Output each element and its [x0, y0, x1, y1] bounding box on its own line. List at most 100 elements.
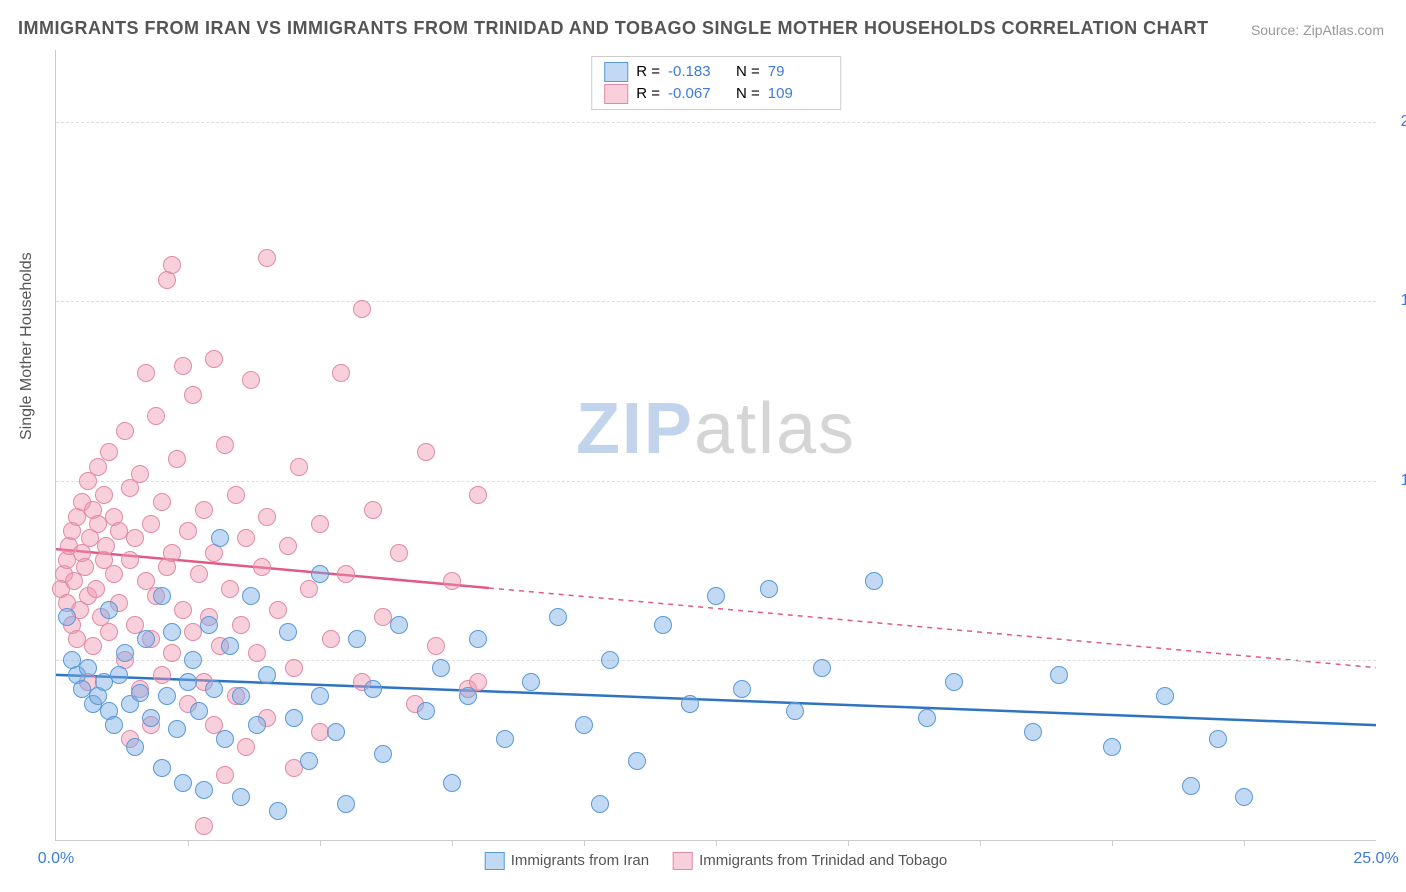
series-a-point [786, 702, 804, 720]
series-swatch-a [485, 852, 505, 870]
series-a-point [628, 752, 646, 770]
series-a-point [469, 630, 487, 648]
n-value-b: 109 [768, 83, 828, 105]
series-b-point [253, 558, 271, 576]
xtick-minor [1244, 840, 1245, 846]
series-a-point [364, 680, 382, 698]
series-a-point [311, 565, 329, 583]
series-a-point [232, 687, 250, 705]
series-a-point [337, 795, 355, 813]
series-a-point [601, 651, 619, 669]
series-b-point [116, 422, 134, 440]
series-b-point [163, 644, 181, 662]
xtick-minor [1112, 840, 1113, 846]
series-a-point [417, 702, 435, 720]
series-a-point [200, 616, 218, 634]
series-b-point [168, 450, 186, 468]
series-b-point [390, 544, 408, 562]
series-a-point [1209, 730, 1227, 748]
series-b-point [258, 249, 276, 267]
series-a-point [126, 738, 144, 756]
series-a-point [153, 587, 171, 605]
series-a-point [269, 802, 287, 820]
series-a-point [58, 608, 76, 626]
series-a-point [174, 774, 192, 792]
series-a-point [1235, 788, 1253, 806]
series-a-point [279, 623, 297, 641]
series-a-point [216, 730, 234, 748]
n-value-a: 79 [768, 61, 828, 83]
series-b-point [337, 565, 355, 583]
series-a-point [549, 608, 567, 626]
series-a-point [1182, 777, 1200, 795]
series-legend: Immigrants from Iran Immigrants from Tri… [485, 852, 948, 870]
series-a-point [1050, 666, 1068, 684]
series-a-point [116, 644, 134, 662]
series-a-point [110, 666, 128, 684]
n-label: N = [736, 83, 760, 105]
series-a-point [707, 587, 725, 605]
series-a-point [374, 745, 392, 763]
series-b-point [237, 738, 255, 756]
series-b-point [174, 601, 192, 619]
series-legend-b: Immigrants from Trinidad and Tobago [673, 852, 947, 870]
series-b-point [353, 300, 371, 318]
series-b-point [105, 565, 123, 583]
series-b-point [269, 601, 287, 619]
series-b-point [179, 522, 197, 540]
series-a-point [390, 616, 408, 634]
series-a-point [733, 680, 751, 698]
series-a-point [1103, 738, 1121, 756]
xtick-minor [452, 840, 453, 846]
ytick-label: 5.0% [1386, 651, 1406, 669]
series-a-point [100, 601, 118, 619]
xtick-minor [716, 840, 717, 846]
stats-legend: R = -0.183 N = 79 R = -0.067 N = 109 [591, 56, 841, 110]
series-b-point [205, 350, 223, 368]
series-a-point [575, 716, 593, 734]
series-a-point [591, 795, 609, 813]
series-b-point [242, 371, 260, 389]
series-b-point [285, 659, 303, 677]
series-a-point [221, 637, 239, 655]
series-a-point [760, 580, 778, 598]
series-a-point [311, 687, 329, 705]
series-b-point [190, 565, 208, 583]
series-a-point [137, 630, 155, 648]
ytick-label: 10.0% [1386, 472, 1406, 490]
series-a-point [285, 709, 303, 727]
series-a-point [1024, 723, 1042, 741]
series-a-point [131, 684, 149, 702]
series-a-point [79, 659, 97, 677]
stats-legend-row-a: R = -0.183 N = 79 [604, 61, 828, 83]
gridline-h [56, 481, 1376, 482]
series-a-point [163, 623, 181, 641]
series-b-point [227, 486, 245, 504]
stats-legend-row-b: R = -0.067 N = 109 [604, 83, 828, 105]
series-b-point [232, 616, 250, 634]
series-b-point [126, 529, 144, 547]
series-b-point [221, 580, 239, 598]
series-b-point [184, 386, 202, 404]
series-a-point [232, 788, 250, 806]
series-b-point [290, 458, 308, 476]
series-b-point [100, 623, 118, 641]
series-b-point [95, 486, 113, 504]
r-value-a: -0.183 [668, 61, 728, 83]
series-a-point [105, 716, 123, 734]
series-a-point [432, 659, 450, 677]
series-a-point [348, 630, 366, 648]
series-b-point [163, 544, 181, 562]
xtick-minor [848, 840, 849, 846]
series-a-point [459, 687, 477, 705]
series-b-point [87, 580, 105, 598]
series-b-point [153, 493, 171, 511]
r-label: R = [636, 61, 660, 83]
series-a-point [184, 651, 202, 669]
series-a-point [248, 716, 266, 734]
series-b-point [147, 407, 165, 425]
series-b-point [131, 465, 149, 483]
gridline-h [56, 122, 1376, 123]
xtick-label: 25.0% [1353, 850, 1398, 868]
legend-swatch-a [604, 62, 628, 82]
